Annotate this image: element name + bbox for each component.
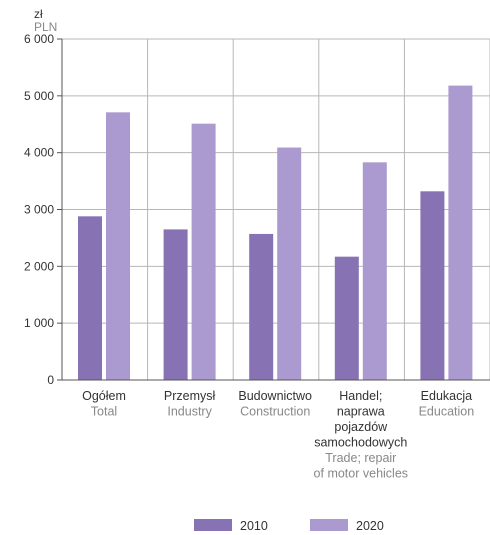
y-tick-label: 5 000 bbox=[24, 89, 54, 103]
bar-2010 bbox=[420, 191, 445, 380]
x-category-label-en: Construction bbox=[240, 405, 310, 419]
legend: 2010 2020 bbox=[194, 519, 384, 533]
y-tick-label: 6 000 bbox=[24, 32, 54, 46]
x-category-label-en: of motor vehicles bbox=[314, 467, 408, 481]
y-tick-labels: 0 1 000 2 000 3 000 4 000 5 000 6 000 bbox=[24, 32, 54, 387]
x-category-label-en: Education bbox=[419, 405, 475, 419]
x-category-label-en: Trade; repair bbox=[325, 451, 396, 465]
y-tick-label: 0 bbox=[47, 373, 54, 387]
x-category-label-en: Industry bbox=[167, 405, 212, 419]
x-category-label-pl: naprawa bbox=[337, 405, 385, 419]
unit-label-pl: zł bbox=[34, 7, 43, 21]
x-category-label-en: Total bbox=[91, 405, 117, 419]
legend-label-2020: 2020 bbox=[356, 519, 384, 533]
axes bbox=[57, 38, 490, 381]
y-tick-label: 4 000 bbox=[24, 146, 54, 160]
x-category-label-pl: Handel; bbox=[339, 389, 382, 403]
unit-label-en: PLN bbox=[34, 20, 57, 34]
x-category-label-pl: Budownictwo bbox=[238, 389, 312, 403]
bar-2020 bbox=[277, 147, 302, 380]
y-tick-label: 1 000 bbox=[24, 316, 54, 330]
x-category-label-pl: pojazdów bbox=[334, 420, 388, 434]
x-category-label-pl: samochodowych bbox=[314, 436, 407, 450]
grid-lines bbox=[62, 38, 490, 380]
bar-2020 bbox=[106, 112, 130, 380]
x-category-labels: Ogółem Total Przemysł Industry Budownictwo Co… bbox=[82, 389, 474, 481]
x-category-label-pl: Edukacja bbox=[421, 389, 472, 403]
bar-2010 bbox=[334, 256, 359, 380]
legend-label-2010: 2010 bbox=[240, 519, 268, 533]
x-category-label-pl: Ogółem bbox=[82, 389, 126, 403]
bar-2010 bbox=[78, 216, 102, 380]
y-tick-label: 3 000 bbox=[24, 203, 54, 217]
bar-2020 bbox=[448, 85, 473, 380]
bars bbox=[78, 85, 473, 380]
bar-2010 bbox=[163, 229, 188, 380]
y-tick-label: 2 000 bbox=[24, 259, 54, 273]
legend-swatch-2010 bbox=[194, 519, 232, 531]
bar-2020 bbox=[362, 162, 387, 380]
x-category-label-pl: Przemysł bbox=[164, 389, 216, 403]
bar-2010 bbox=[249, 233, 274, 380]
legend-swatch-2020 bbox=[310, 519, 348, 531]
bar-2020 bbox=[191, 123, 216, 380]
